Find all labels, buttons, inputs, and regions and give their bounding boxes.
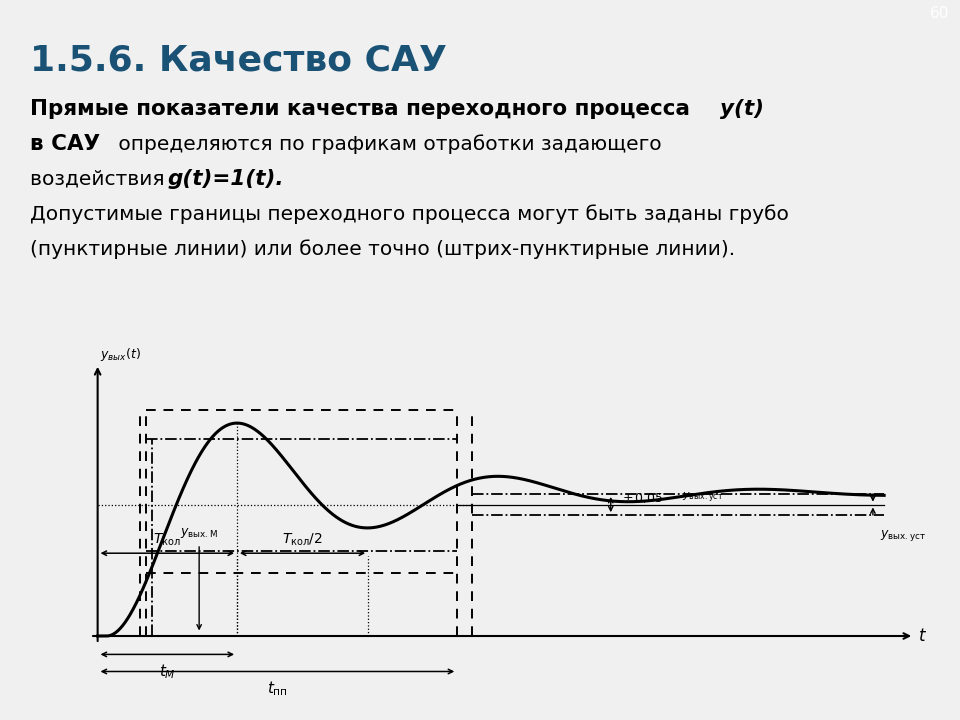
Text: $t$: $t$: [918, 627, 927, 645]
Text: воздействия: воздействия: [30, 169, 171, 189]
Text: $T_{\mathrm{кол}}$: $T_{\mathrm{кол}}$: [154, 531, 181, 548]
Text: Прямые показатели качества переходного процесса: Прямые показатели качества переходного п…: [30, 99, 698, 119]
Text: $y_{\bf\mathit{вых}}(t)$: $y_{\bf\mathit{вых}}(t)$: [100, 346, 141, 363]
Text: $y_{\mathrm{вых.уст}}$: $y_{\mathrm{вых.уст}}$: [880, 528, 926, 543]
Text: $y_{\mathrm{вых.уст}}$: $y_{\mathrm{вых.уст}}$: [682, 491, 723, 505]
Text: y(t): y(t): [720, 99, 764, 119]
Text: $T_{\mathrm{кол}}/2$: $T_{\mathrm{кол}}/2$: [282, 531, 323, 548]
Text: 60: 60: [929, 6, 949, 22]
Text: в САУ: в САУ: [30, 134, 100, 154]
Text: $t_М$: $t_М$: [158, 662, 176, 681]
Text: $t_{\mathrm{пп}}$: $t_{\mathrm{пп}}$: [267, 680, 288, 698]
Text: определяются по графикам отработки задающего: определяются по графикам отработки задаю…: [112, 134, 661, 154]
Text: g(t)=1(t).: g(t)=1(t).: [168, 169, 284, 189]
Text: $y_{\mathrm{вых.М}}$: $y_{\mathrm{вых.М}}$: [180, 526, 218, 540]
Text: 1.5.6. Качество САУ: 1.5.6. Качество САУ: [30, 44, 446, 78]
Text: Допустимые границы переходного процесса могут быть заданы грубо: Допустимые границы переходного процесса …: [30, 204, 789, 224]
Text: (пунктирные линии) или более точно (штрих-пунктирные линии).: (пунктирные линии) или более точно (штри…: [30, 240, 735, 259]
Text: $\pm\,0{,}05\ $: $\pm\,0{,}05\ $: [622, 491, 663, 505]
